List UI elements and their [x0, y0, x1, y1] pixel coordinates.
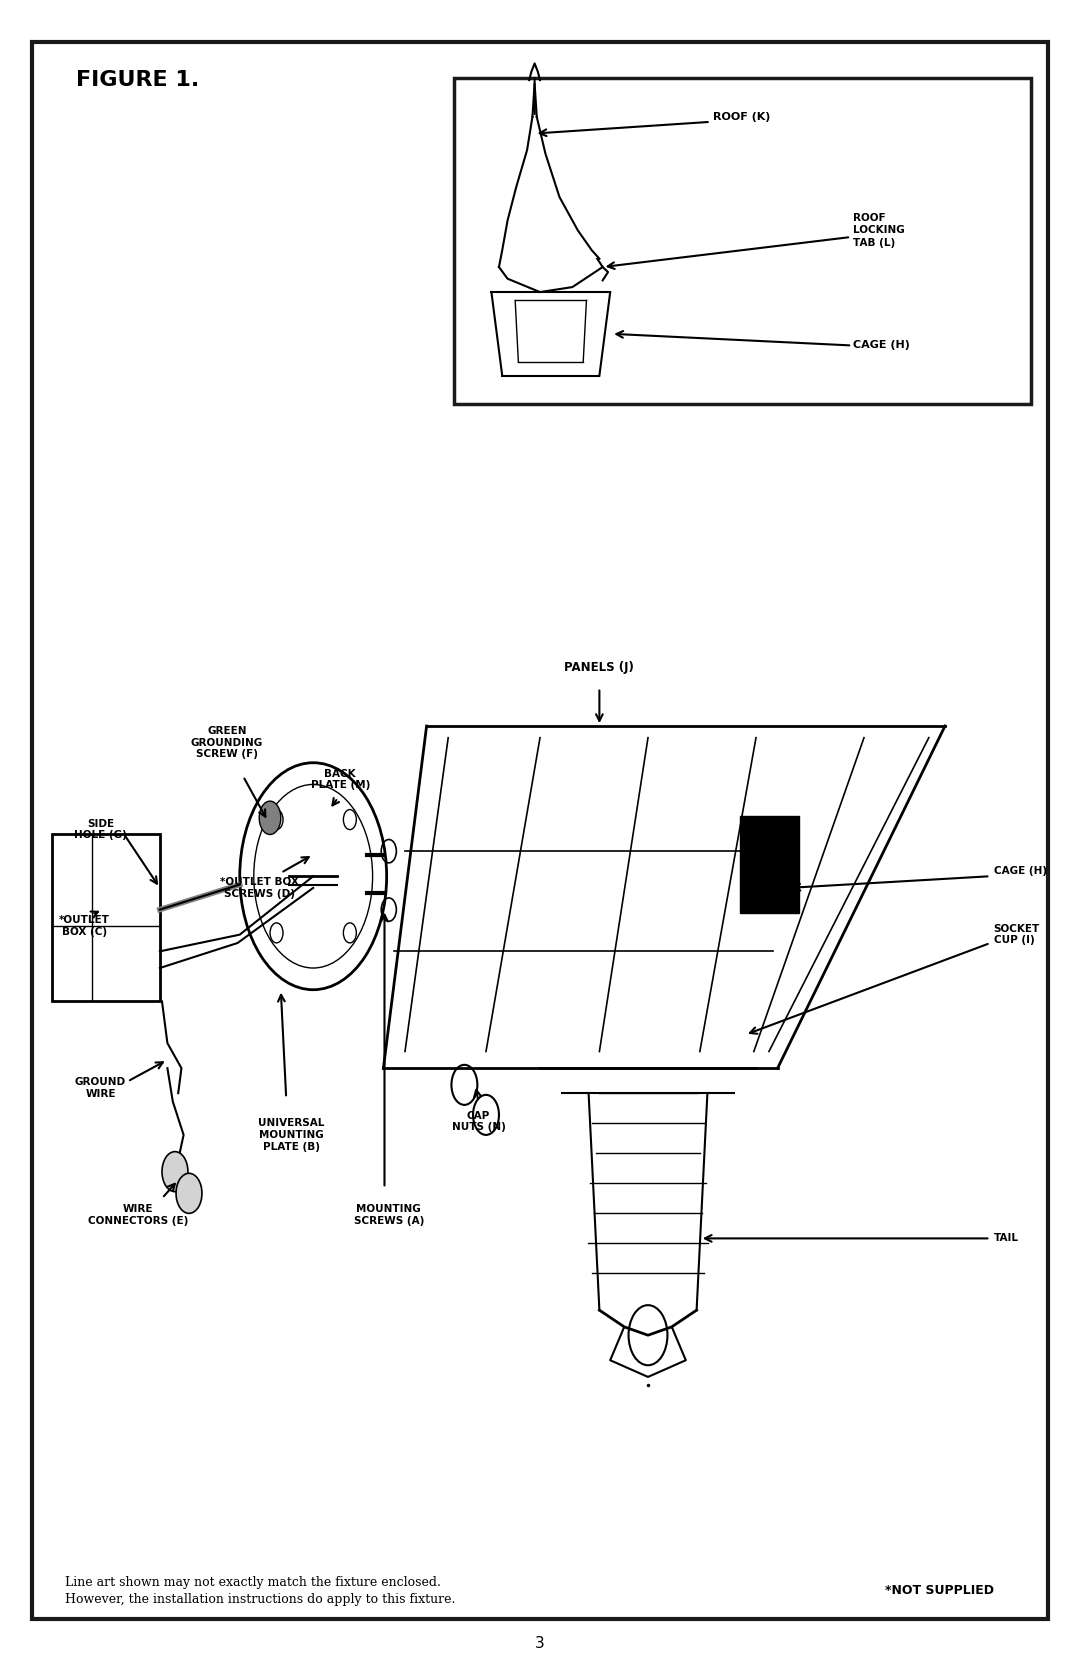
Text: PANELS (J): PANELS (J) [565, 661, 634, 674]
Text: GREEN
GROUNDING
SCREW (F): GREEN GROUNDING SCREW (F) [191, 726, 262, 759]
Text: SIDE
HOLE (G): SIDE HOLE (G) [75, 819, 126, 840]
Circle shape [259, 801, 281, 834]
Text: 3: 3 [535, 1637, 545, 1651]
Bar [740, 816, 799, 913]
Text: SOCKET
CUP (I): SOCKET CUP (I) [994, 925, 1040, 945]
Text: Line art shown may not exactly match the fixture enclosed.
However, the installa: Line art shown may not exactly match the… [65, 1576, 455, 1606]
Text: CAP
NUTS (N): CAP NUTS (N) [451, 1112, 505, 1132]
Circle shape [162, 1152, 188, 1192]
Text: CAGE (H): CAGE (H) [853, 340, 910, 350]
Text: *OUTLET BOX
SCREWS (D): *OUTLET BOX SCREWS (D) [219, 878, 299, 898]
Text: *OUTLET
BOX (C): *OUTLET BOX (C) [58, 916, 110, 936]
Text: UNIVERSAL
MOUNTING
PLATE (B): UNIVERSAL MOUNTING PLATE (B) [258, 1118, 325, 1152]
Bar [454, 78, 1031, 404]
Text: WIRE
CONNECTORS (E): WIRE CONNECTORS (E) [89, 1205, 188, 1225]
Text: MOUNTING
SCREWS (A): MOUNTING SCREWS (A) [353, 1205, 424, 1225]
Text: *NOT SUPPLIED: *NOT SUPPLIED [886, 1584, 994, 1597]
Text: TAIL: TAIL [994, 1233, 1018, 1243]
Bar [52, 834, 160, 1001]
Text: GROUND
WIRE: GROUND WIRE [75, 1078, 126, 1098]
Text: CAGE (H): CAGE (H) [994, 866, 1047, 876]
Circle shape [176, 1173, 202, 1213]
Text: BACK
PLATE (M): BACK PLATE (M) [311, 769, 369, 789]
Text: ROOF
LOCKING
TAB (L): ROOF LOCKING TAB (L) [853, 214, 905, 247]
Text: ROOF (K): ROOF (K) [713, 112, 770, 122]
Text: FIGURE 1.: FIGURE 1. [76, 70, 199, 90]
